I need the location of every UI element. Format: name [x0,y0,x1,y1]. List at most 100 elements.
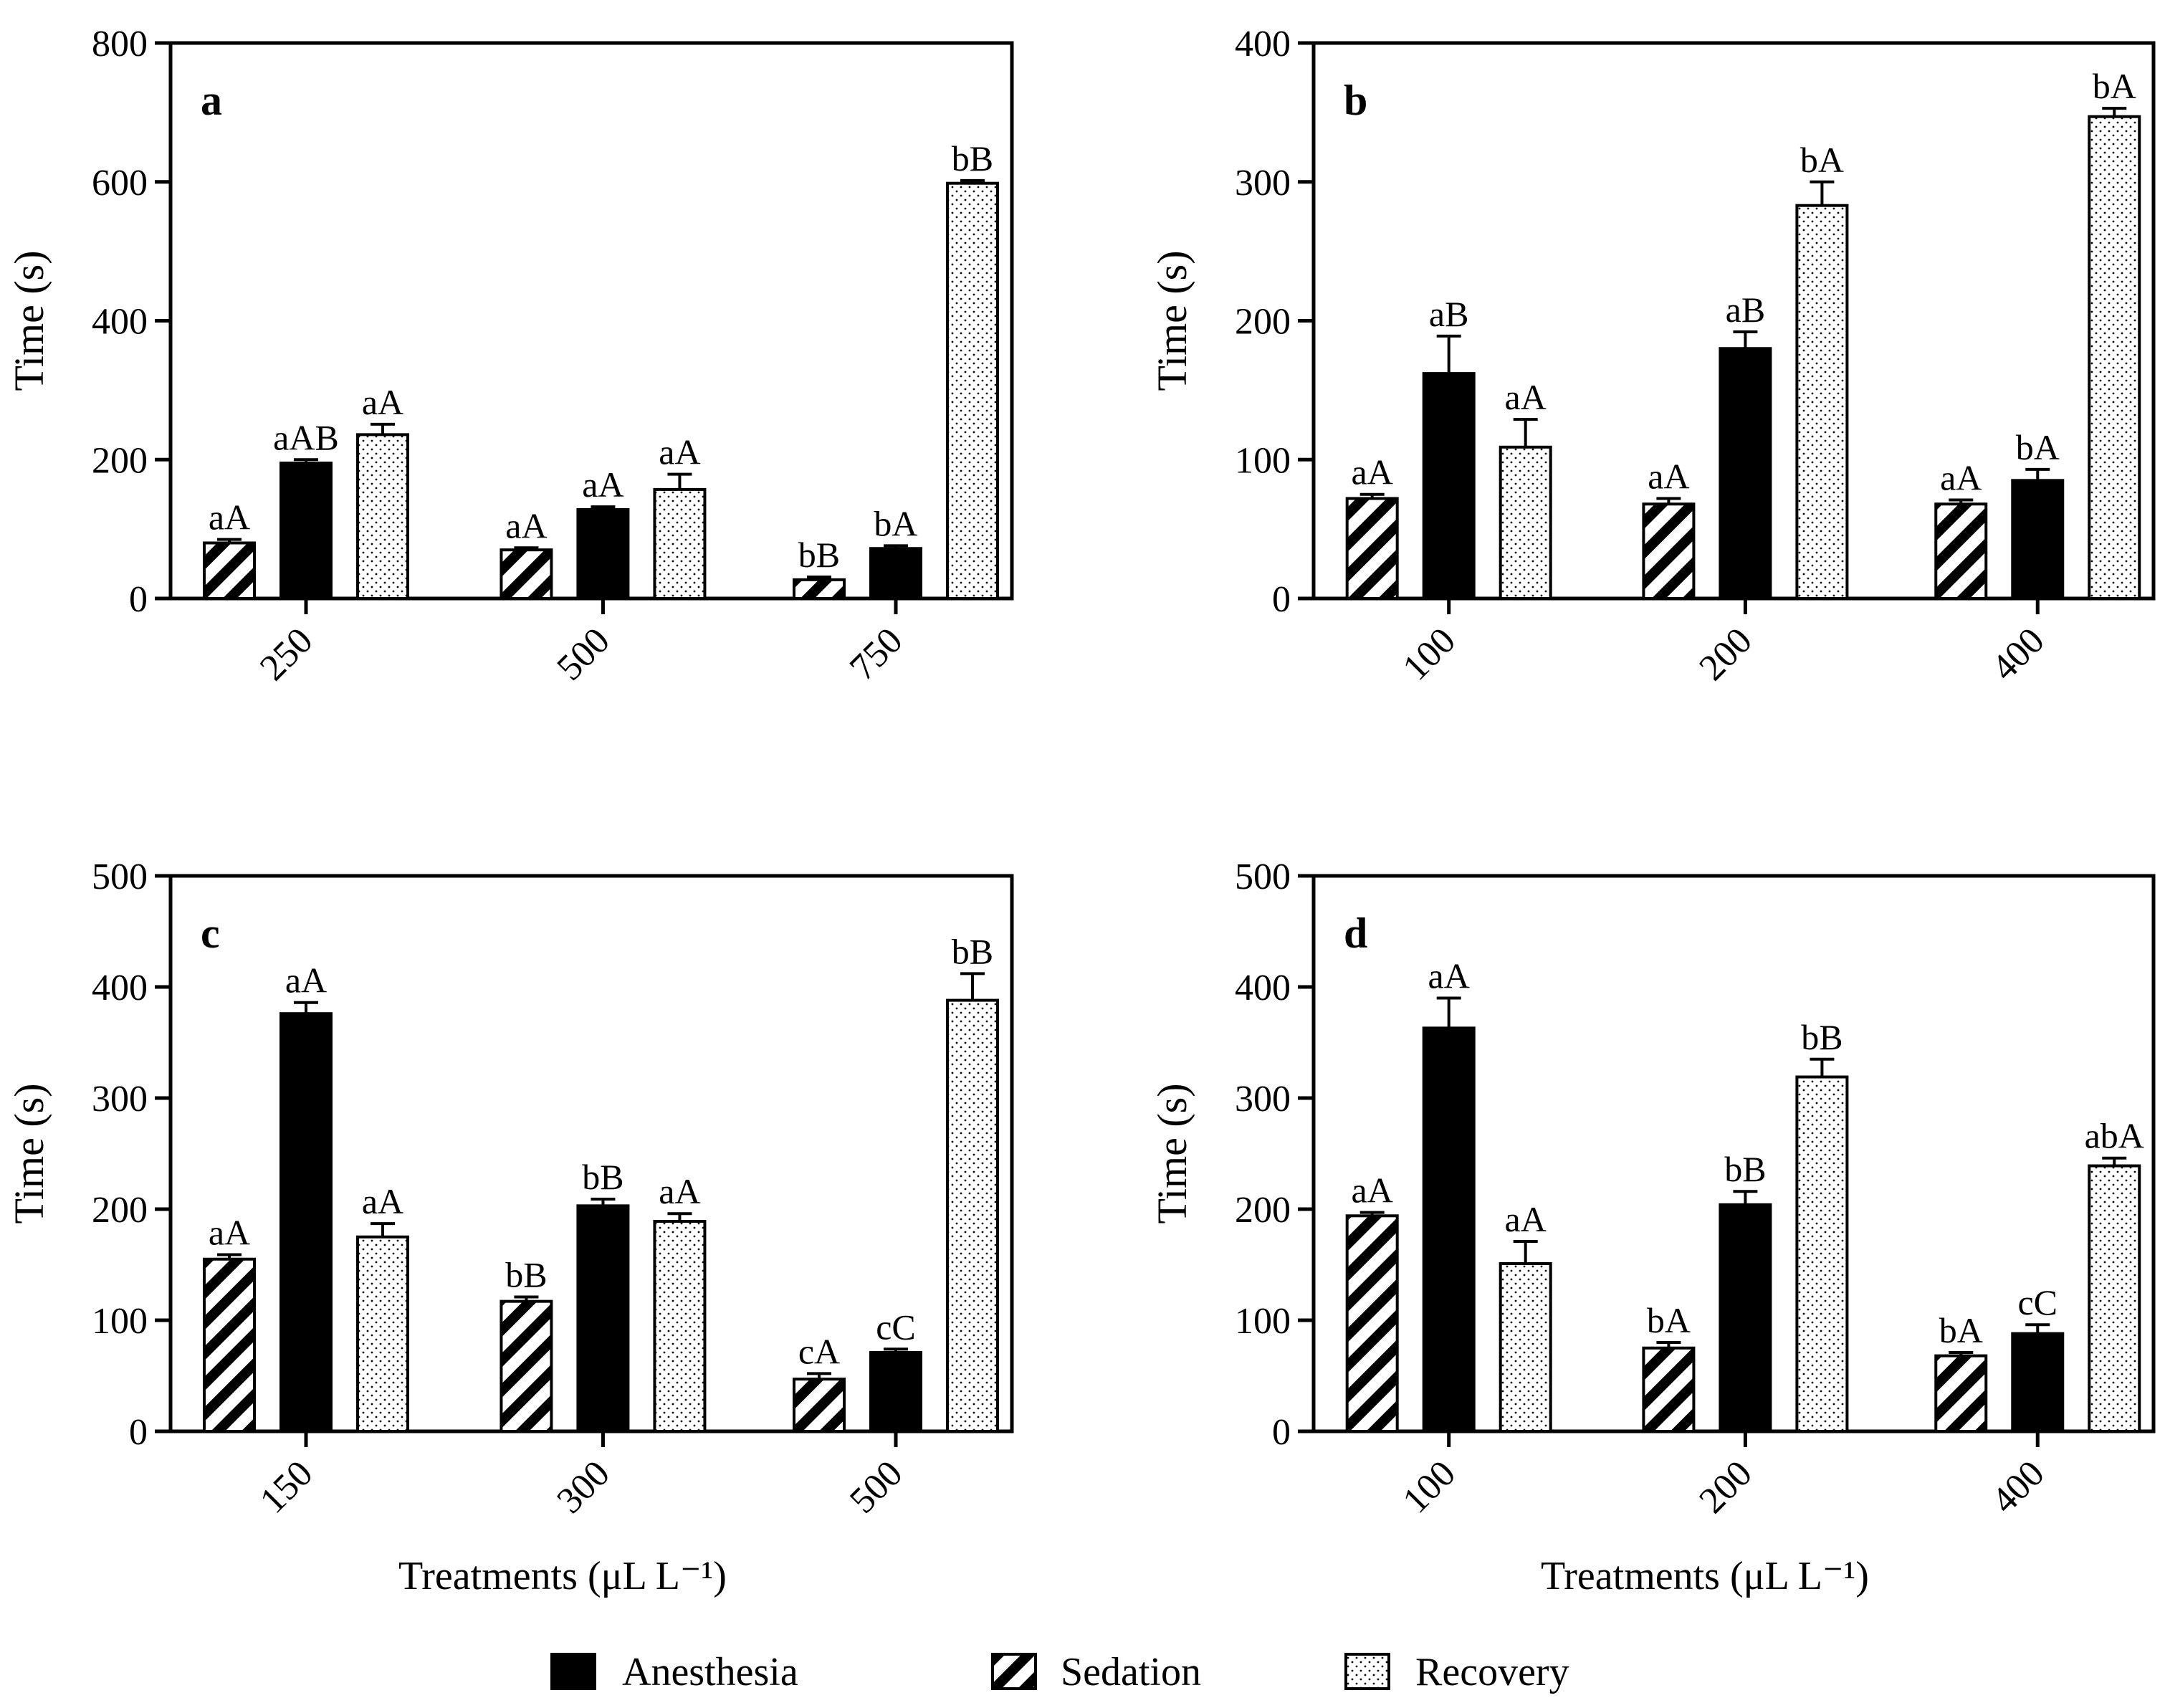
bar-significance-label: abA [2085,1116,2144,1156]
bar-significance-label: bA [2093,66,2136,106]
panel-letter: c [201,910,220,957]
legend: Anesthesia Sedation Recovery [550,1650,1569,1694]
bar-significance-label: aA [209,1213,250,1253]
bar-significance-label: cC [2017,1282,2058,1322]
y-tick-label: 400 [1235,968,1291,1008]
x-tick-label: 500 [549,620,617,688]
x-tick-label: 100 [1395,1453,1463,1521]
legend-swatch-recovery [1344,1653,1390,1690]
x-tick-label: 500 [842,1453,910,1521]
y-tick-label: 0 [129,1412,148,1453]
y-axis-label: Time (s) [1149,250,1195,391]
x-tick-label: 200 [1691,1453,1759,1521]
bar-recovery [356,1235,410,1433]
bar-anesthesia [576,508,630,600]
x-tick-label: 200 [1691,620,1759,688]
x-tick-label: 400 [1984,620,2052,688]
bar-significance-label: aA [362,382,403,422]
bar-anesthesia [1422,1026,1476,1433]
bar-recovery [1499,1261,1552,1433]
x-tick-label: 400 [1984,1453,2052,1521]
bar-significance-label: bB [1801,1017,1843,1057]
legend-label-sedation: Sedation [1061,1650,1201,1694]
bar-significance-label: bA [874,503,917,543]
bar-significance-label: aA [1505,377,1547,417]
bar-recovery [945,181,999,600]
y-tick-label: 100 [92,1301,148,1342]
bar-sedation [500,1299,553,1433]
bar-anesthesia [576,1204,630,1433]
bar-sedation [792,1378,846,1433]
bar-sedation [203,1257,257,1433]
y-tick-label: 100 [1235,1301,1291,1342]
bar-recovery [653,487,707,600]
y-tick-label: 400 [1235,24,1291,65]
bar-significance-label: aA [209,497,250,538]
bar-sedation [1642,502,1696,600]
x-tick-label: 250 [252,620,320,688]
bar-significance-label: bB [952,931,993,971]
bar-significance-label: aA [582,464,623,505]
y-tick-label: 600 [92,163,148,204]
panel-letter: a [201,77,222,124]
bar-anesthesia [869,547,922,600]
x-tick-label: 750 [842,620,910,688]
bar-significance-label: aA [505,505,547,545]
bar-significance-label: aA [659,432,700,472]
panel-a: 0 200 400 600 800 Time (s) a 250 aA aAB aA 500 aA aA a… [6,24,1014,689]
legend-label-recovery: Recovery [1415,1650,1569,1694]
bar-recovery [356,433,410,600]
bar-sedation [1934,1354,1988,1433]
y-tick-label: 200 [1235,1190,1291,1231]
bar-sedation [1642,1346,1696,1433]
bar-significance-label: aA [1505,1199,1547,1239]
bar-significance-label: aA [1352,1170,1393,1211]
bar-significance-label: aB [1429,294,1469,334]
bar-recovery [2088,115,2141,600]
bar-significance-label: bB [582,1157,623,1197]
bar-recovery [945,998,999,1433]
panel-b: 0 100 200 300 400 Time (s) b 100 aA aB aA 200 aA aB bA… [1149,24,2156,689]
y-axis-label: Time (s) [6,1083,52,1223]
y-axis-label: Time (s) [1149,1083,1195,1223]
bar-significance-label: bB [798,535,840,575]
bar-sedation [792,578,846,600]
bar-significance-label: aA [1648,457,1689,497]
bar-significance-label: bB [952,138,993,178]
y-tick-label: 500 [1235,857,1291,897]
legend-swatch-anesthesia [550,1653,596,1690]
bar-sedation [1345,497,1399,600]
y-tick-label: 300 [1235,163,1291,204]
bar-anesthesia [869,1350,922,1433]
y-axis-label: Time (s) [6,250,52,391]
y-tick-label: 300 [1235,1079,1291,1120]
bar-anesthesia [2011,479,2065,600]
bar-anesthesia [2011,1332,2065,1433]
panel-letter: b [1344,77,1367,124]
panel-d: 0 100 200 300 400 500 Time (s) d 100 aA aA aA 200 bA b… [1149,857,2156,1598]
bar-significance-label: aA [362,1181,403,1221]
bar-significance-label: aA [1352,452,1393,492]
bar-recovery [1795,204,1849,600]
bar-significance-label: bA [1800,140,1844,180]
bar-anesthesia [1422,372,1476,600]
bar-anesthesia [1719,347,1772,600]
bar-significance-label: aB [1726,290,1766,330]
bar-anesthesia [1719,1203,1772,1433]
x-tick-label: 150 [252,1453,320,1521]
bar-sedation [500,548,553,600]
y-tick-label: 200 [92,1190,148,1231]
bar-significance-label: aA [1428,956,1470,996]
y-tick-label: 0 [1272,1412,1291,1453]
bar-recovery [1499,445,1552,600]
bar-sedation [203,541,257,600]
y-tick-label: 100 [1235,440,1291,481]
bar-significance-label: cA [798,1331,840,1371]
x-axis-label: Treatments (μL L⁻¹) [398,1554,727,1598]
y-tick-label: 0 [129,579,148,620]
legend-swatch-sedation [991,1653,1037,1690]
x-tick-label: 300 [549,1453,617,1521]
y-tick-label: 500 [92,857,148,897]
panel-letter: d [1344,910,1367,957]
